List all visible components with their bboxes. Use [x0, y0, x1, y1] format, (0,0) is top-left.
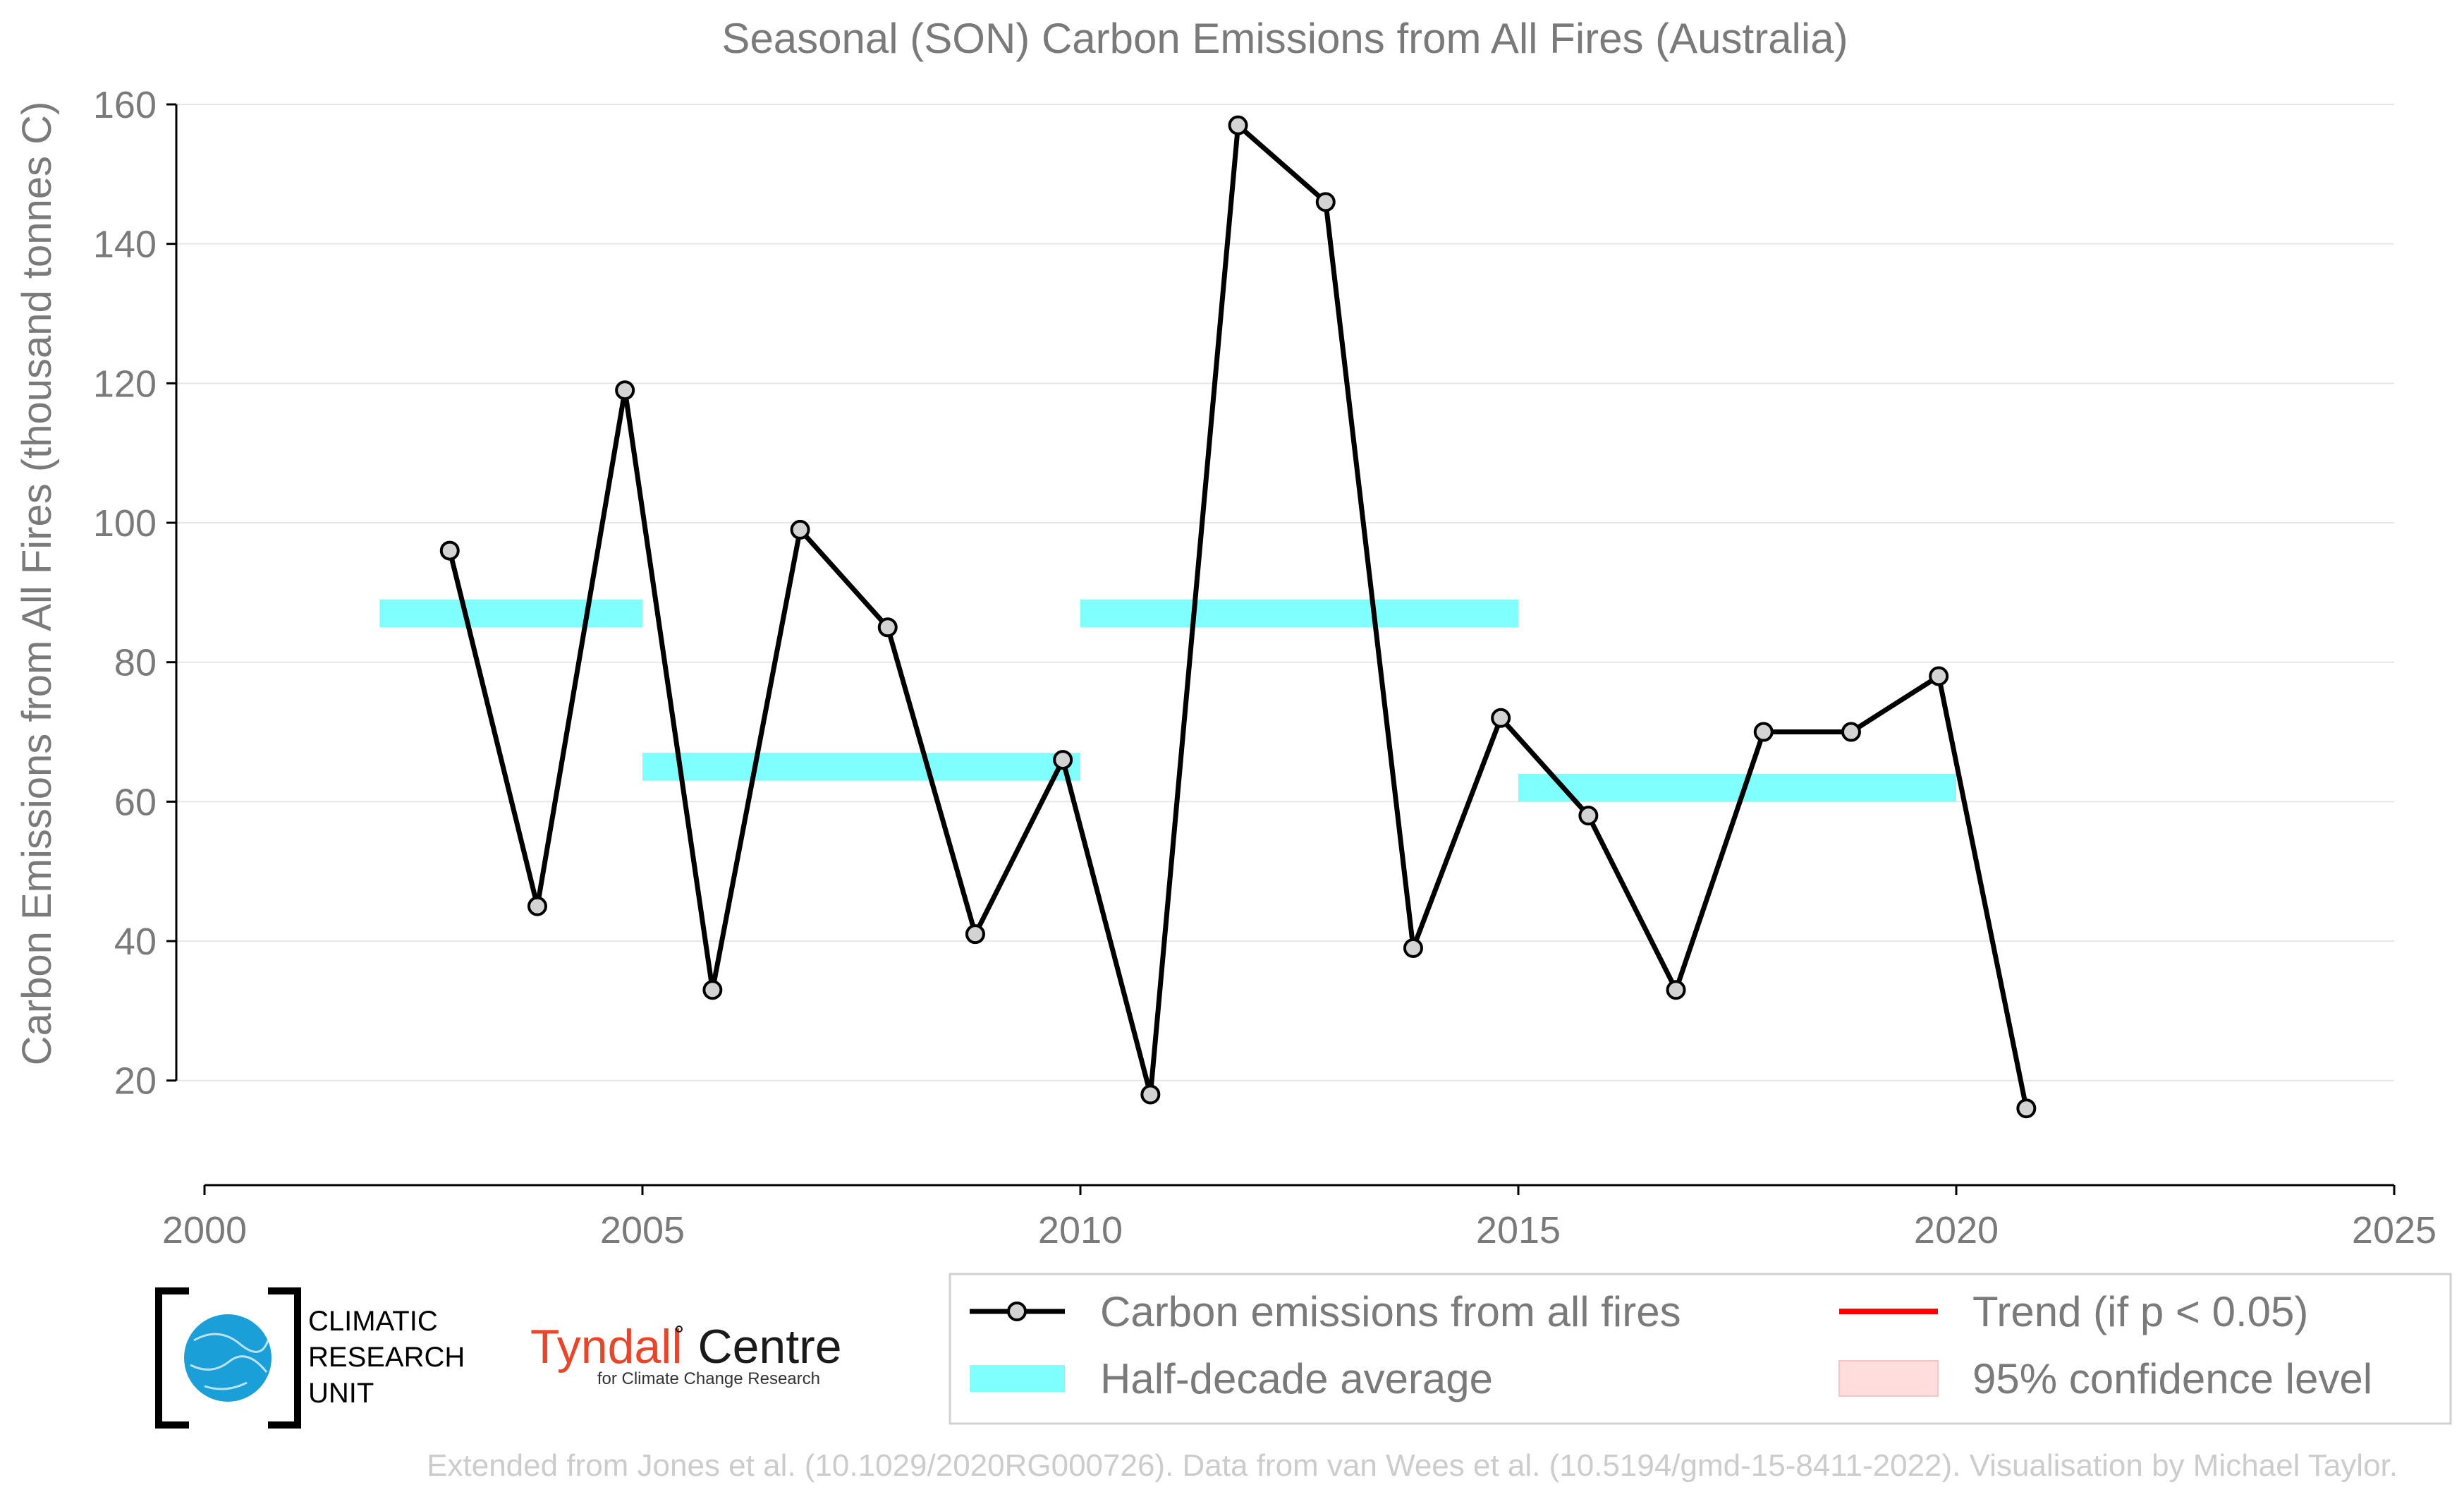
legend-item-trend: Trend (if p < 0.05) — [1839, 1288, 2308, 1335]
data-point-18 — [2016, 1098, 2037, 1119]
legend-label-half-decade: Half-decade average — [1100, 1355, 1493, 1402]
half-decade-band-3 — [1518, 773, 1956, 802]
data-point-12 — [1491, 708, 1511, 728]
data-point-4 — [790, 519, 810, 540]
data-point-17 — [1929, 666, 1949, 686]
half-decade-band-1 — [642, 753, 1080, 781]
cru-line-1: CLIMATIC — [308, 1306, 438, 1337]
data-point-6 — [965, 924, 985, 945]
cru-line-2: RESEARCH — [308, 1342, 465, 1373]
data-point-15 — [1753, 722, 1774, 742]
y-tick-label-160: 160 — [93, 84, 157, 126]
data-point-1 — [527, 896, 547, 916]
half-decade-band-2 — [1080, 599, 1518, 628]
tyndall-wordmark: Tyndall Centre — [530, 1320, 842, 1373]
series-points — [439, 115, 2037, 1119]
y-tick-label-80: 80 — [114, 642, 157, 684]
data-point-7 — [1053, 750, 1073, 770]
x-tick-label-2025: 2025 — [2352, 1209, 2436, 1251]
data-point-3 — [702, 980, 723, 1000]
data-point-2 — [615, 380, 635, 401]
x-tick-label-2005: 2005 — [600, 1209, 685, 1251]
tyndall-subtitle: for Climate Change Research — [597, 1369, 820, 1388]
cru-logo: CLIMATIC RESEARCH UNIT — [155, 1287, 465, 1429]
y-tick-label-40: 40 — [114, 921, 157, 963]
legend: Carbon emissions from all fires Trend (i… — [949, 1273, 2452, 1425]
y-tick-label-20: 20 — [114, 1060, 157, 1103]
cru-line-3: UNIT — [308, 1378, 374, 1409]
legend-label-emissions: Carbon emissions from all fires — [1100, 1288, 1681, 1335]
data-point-10 — [1315, 192, 1336, 212]
legend-frame — [949, 1273, 2452, 1425]
half-decade-band-0 — [379, 599, 642, 628]
data-point-16 — [1841, 722, 1861, 742]
tyndall-logo: Tyndall Centre for Climate Change Researc… — [530, 1320, 842, 1388]
data-point-5 — [877, 617, 898, 638]
axes — [166, 103, 2396, 1195]
y-tick-label-100: 100 — [93, 502, 157, 545]
legend-patch-confidence — [1838, 1360, 1939, 1397]
tyndall-name: Tyndall — [530, 1320, 682, 1373]
x-tick-label-2015: 2015 — [1476, 1209, 1561, 1251]
y-axis-label: Carbon Emissions from All Fires (thousan… — [14, 102, 60, 1066]
x-tick-label-2000: 2000 — [162, 1209, 247, 1251]
x-tick-label-2020: 2020 — [1914, 1209, 1999, 1251]
cru-bracket-left — [155, 1287, 189, 1429]
chart-title: Seasonal (SON) Carbon Emissions from All… — [721, 15, 1848, 62]
data-point-14 — [1666, 980, 1686, 1000]
y-tick-label-60: 60 — [114, 781, 157, 823]
data-point-13 — [1578, 806, 1599, 826]
data-point-9 — [1228, 115, 1248, 135]
legend-marker-emissions — [1007, 1302, 1027, 1321]
legend-item-confidence: 95% confidence level — [1838, 1355, 2372, 1402]
legend-band-half-decade — [970, 1365, 1065, 1392]
grid-lines — [176, 104, 2394, 1081]
legend-label-trend: Trend (if p < 0.05) — [1972, 1288, 2308, 1335]
degree-icon — [676, 1326, 683, 1333]
data-point-8 — [1140, 1084, 1161, 1105]
legend-item-emissions: Carbon emissions from all fires — [970, 1288, 1681, 1335]
data-point-0 — [439, 540, 460, 561]
y-tick-label-140: 140 — [93, 224, 157, 266]
x-tick-labels: 2000 2005 2010 2015 2020 2025 — [162, 1209, 2436, 1251]
y-tick-labels: 20 40 60 80 100 120 140 160 — [93, 84, 157, 1103]
y-tick-label-120: 120 — [93, 363, 157, 405]
credit-text: Extended from Jones et al. (10.1029/2020… — [427, 1448, 2398, 1483]
cru-bracket-right — [268, 1287, 301, 1429]
legend-label-confidence: 95% confidence level — [1972, 1355, 2372, 1402]
data-point-11 — [1403, 938, 1423, 958]
x-tick-label-2010: 2010 — [1038, 1209, 1123, 1251]
legend-item-half-decade: Half-decade average — [970, 1355, 1493, 1402]
half-decade-bands — [379, 599, 1956, 802]
tyndall-centre: Centre — [697, 1320, 841, 1373]
